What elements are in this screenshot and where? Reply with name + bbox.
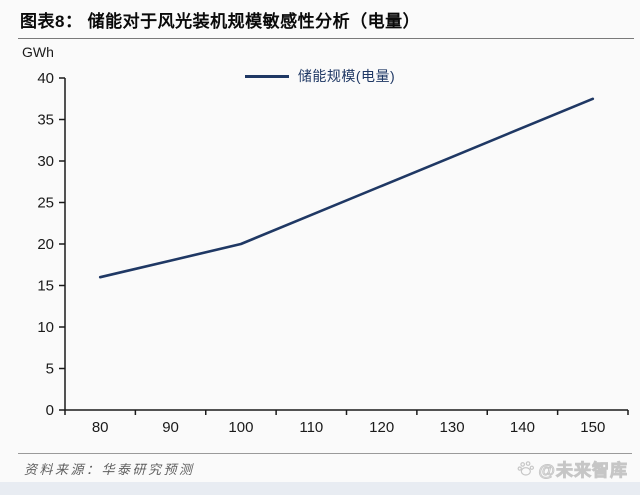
watermark-text: @未来智库 <box>538 461 628 481</box>
y-tick-label: 35 <box>37 112 54 129</box>
footer-strip <box>0 482 640 495</box>
y-tick-label: 40 <box>37 70 54 87</box>
y-axis-unit-label: GWh <box>22 44 54 60</box>
source-note: 资料来源：华泰研究预测 <box>24 463 195 478</box>
x-tick-label: 90 <box>162 419 179 436</box>
y-tick-label: 15 <box>37 278 54 295</box>
y-tick-label: 0 <box>46 402 54 419</box>
y-tick-label: 5 <box>46 361 54 378</box>
y-tick-label: 30 <box>37 153 54 170</box>
x-tick-label: 100 <box>228 419 253 436</box>
footer-divider <box>18 453 632 454</box>
x-tick-label: 140 <box>510 419 535 436</box>
paw-icon <box>518 460 535 476</box>
legend: 储能规模(电量) <box>0 66 640 86</box>
page-title: 图表8： 储能对于风光装机规模敏感性分析（电量） <box>18 5 634 39</box>
watermark: @未来智库 <box>516 456 628 481</box>
x-tick-label: 110 <box>299 419 323 436</box>
y-tick-label: 25 <box>37 195 54 212</box>
x-tick-label: 130 <box>440 419 465 436</box>
axis-lines <box>64 78 628 411</box>
x-tick-label: 120 <box>369 419 394 436</box>
legend-line-swatch-icon <box>244 74 289 78</box>
y-tick-label: 10 <box>37 319 54 336</box>
x-tick-label: 150 <box>580 419 605 436</box>
y-tick-label: 20 <box>37 236 54 253</box>
data-series-line <box>98 97 595 279</box>
legend-label: 储能规模(电量) <box>297 68 396 84</box>
x-tick-label: 80 <box>92 419 109 436</box>
